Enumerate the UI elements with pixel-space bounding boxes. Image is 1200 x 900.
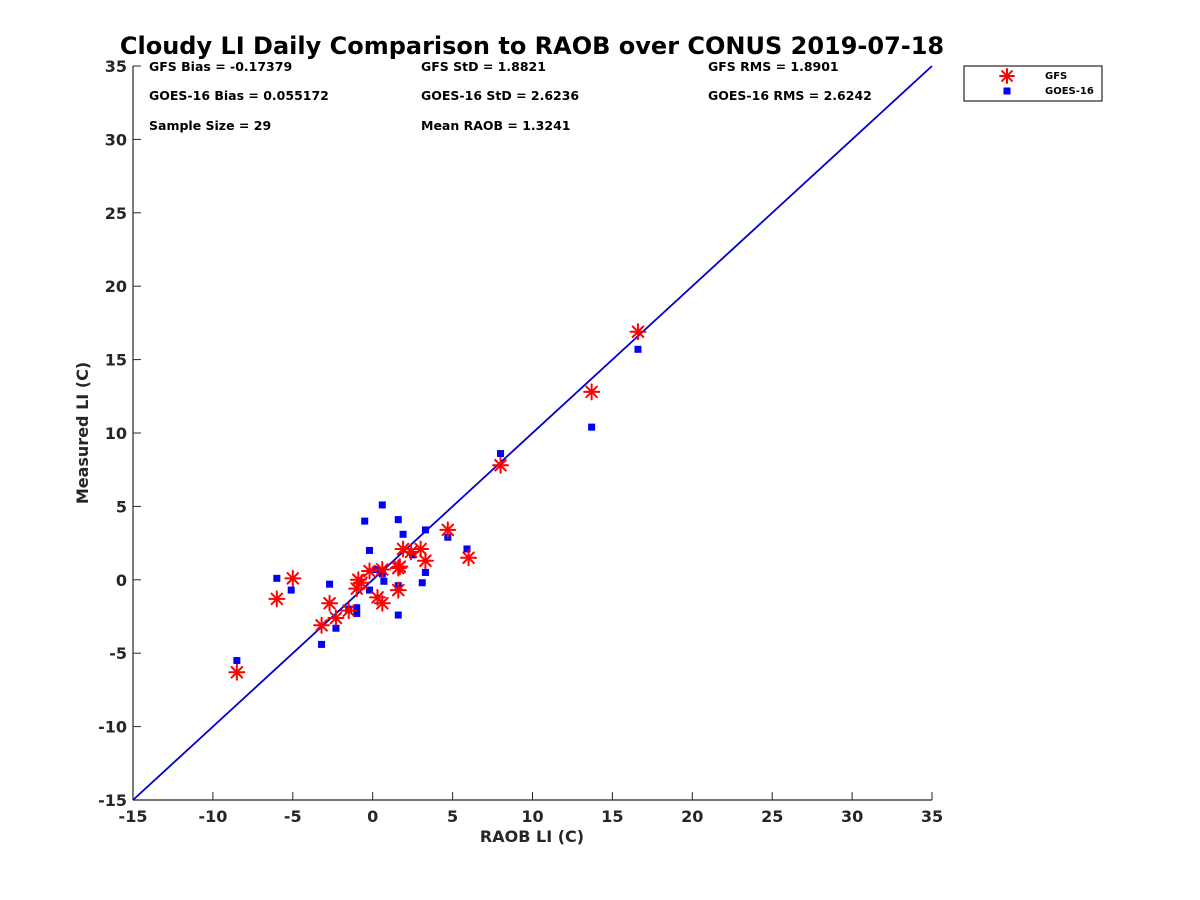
x-tick-label: -10 xyxy=(198,807,227,826)
goes16-point xyxy=(353,610,361,618)
goes16-point xyxy=(394,516,402,524)
gfs-point xyxy=(391,558,409,576)
gfs-point xyxy=(321,594,339,612)
y-tick-label: 20 xyxy=(105,277,127,296)
goes16-point xyxy=(318,640,326,648)
y-tick-label: -10 xyxy=(98,718,127,737)
one-to-one-line xyxy=(132,65,933,801)
gfs-point xyxy=(439,521,457,539)
gfs-point xyxy=(629,323,647,341)
goes16-point xyxy=(380,577,388,585)
x-tick-label: 10 xyxy=(521,807,543,826)
reference-line-group xyxy=(132,65,933,801)
y-tick-label: -5 xyxy=(109,644,127,663)
data-points xyxy=(228,323,647,681)
x-tick-label: 20 xyxy=(681,807,703,826)
gfs-point xyxy=(492,456,510,474)
gfs-point xyxy=(460,549,478,567)
x-tick-label: 15 xyxy=(601,807,623,826)
goes16-point xyxy=(366,586,374,594)
legend: GFS GOES-16 xyxy=(963,65,1103,102)
gfs-point xyxy=(284,569,302,587)
stat-sample-size: Sample Size = 29 xyxy=(149,118,271,133)
x-axis-label: RAOB LI (C) xyxy=(480,827,584,846)
gfs-point xyxy=(389,581,407,599)
x-tick-label: 0 xyxy=(367,807,378,826)
x-tick-label: -15 xyxy=(119,807,148,826)
y-tick-label: 0 xyxy=(116,571,127,590)
gfs-point xyxy=(340,602,358,620)
goes16-point xyxy=(273,574,281,582)
legend-gfs-asterisk xyxy=(999,68,1015,84)
gfs-point xyxy=(373,594,391,612)
goes16-point xyxy=(421,568,429,576)
goes16-point xyxy=(463,545,471,553)
x-tick-label: 25 xyxy=(761,807,783,826)
goes16-point xyxy=(361,517,369,525)
gfs-point xyxy=(416,552,434,570)
stat-gfs-bias: GFS Bias = -0.17379 xyxy=(149,59,292,74)
goes16-point xyxy=(399,530,407,538)
axis-ticks: -15 -10 -5 0 5 10 15 20 25 30 35 -15 -10 -5 0 5 10 15 20 25… xyxy=(98,57,943,826)
gfs-point xyxy=(313,616,331,634)
y-tick-label: 15 xyxy=(105,351,127,370)
y-tick-label: 5 xyxy=(116,497,127,516)
goes16-point xyxy=(378,501,386,509)
goes16-point xyxy=(497,450,505,458)
stat-gfs-rms: GFS RMS = 1.8901 xyxy=(708,59,839,74)
chart-title: Cloudy LI Daily Comparison to RAOB over … xyxy=(120,32,944,60)
x-tick-label: 35 xyxy=(921,807,943,826)
gfs-point xyxy=(361,562,379,580)
x-tick-label: 5 xyxy=(447,807,458,826)
legend-gfs-marker xyxy=(999,68,1015,84)
legend-goes-marker xyxy=(1003,87,1011,95)
y-tick-label: 30 xyxy=(105,130,127,149)
goes16-point xyxy=(634,345,642,353)
stat-gfs-std: GFS StD = 1.8821 xyxy=(421,59,546,74)
goes16-point xyxy=(588,423,596,431)
legend-goes-label: GOES-16 xyxy=(1045,86,1094,97)
stats-annotations: GFS Bias = -0.17379 GFS StD = 1.8821 GFS… xyxy=(149,59,872,133)
goes16-point xyxy=(421,526,429,534)
goes16-point xyxy=(353,604,361,612)
stat-mean-raob: Mean RAOB = 1.3241 xyxy=(421,118,570,133)
gfs-point xyxy=(228,663,246,681)
goes16-point xyxy=(332,624,340,632)
y-axis-label: Measured LI (C) xyxy=(73,362,92,504)
y-tick-label: -15 xyxy=(98,791,127,810)
legend-gfs-label: GFS xyxy=(1045,71,1067,82)
gfs-point xyxy=(373,561,391,579)
gfs-point xyxy=(327,609,345,627)
stat-goes-std: GOES-16 StD = 2.6236 xyxy=(421,88,579,103)
goes16-point xyxy=(366,546,374,554)
y-tick-label: 10 xyxy=(105,424,127,443)
goes16-point xyxy=(287,586,295,594)
goes16-point xyxy=(326,580,334,588)
gfs-point xyxy=(412,540,430,558)
stat-goes-rms: GOES-16 RMS = 2.6242 xyxy=(708,88,872,103)
goes16-point xyxy=(233,657,241,665)
legend-goes-square xyxy=(1003,87,1011,95)
gfs-point xyxy=(353,574,371,592)
x-tick-label: -5 xyxy=(284,807,302,826)
y-tick-label: 35 xyxy=(105,57,127,76)
x-tick-label: 30 xyxy=(841,807,863,826)
legend-box xyxy=(963,65,1103,102)
gfs-point xyxy=(268,590,286,608)
stat-goes-bias: GOES-16 Bias = 0.055172 xyxy=(149,88,329,103)
goes16-point xyxy=(394,611,402,619)
y-tick-label: 25 xyxy=(105,204,127,223)
goes16-point xyxy=(418,579,426,587)
gfs-point xyxy=(583,383,601,401)
